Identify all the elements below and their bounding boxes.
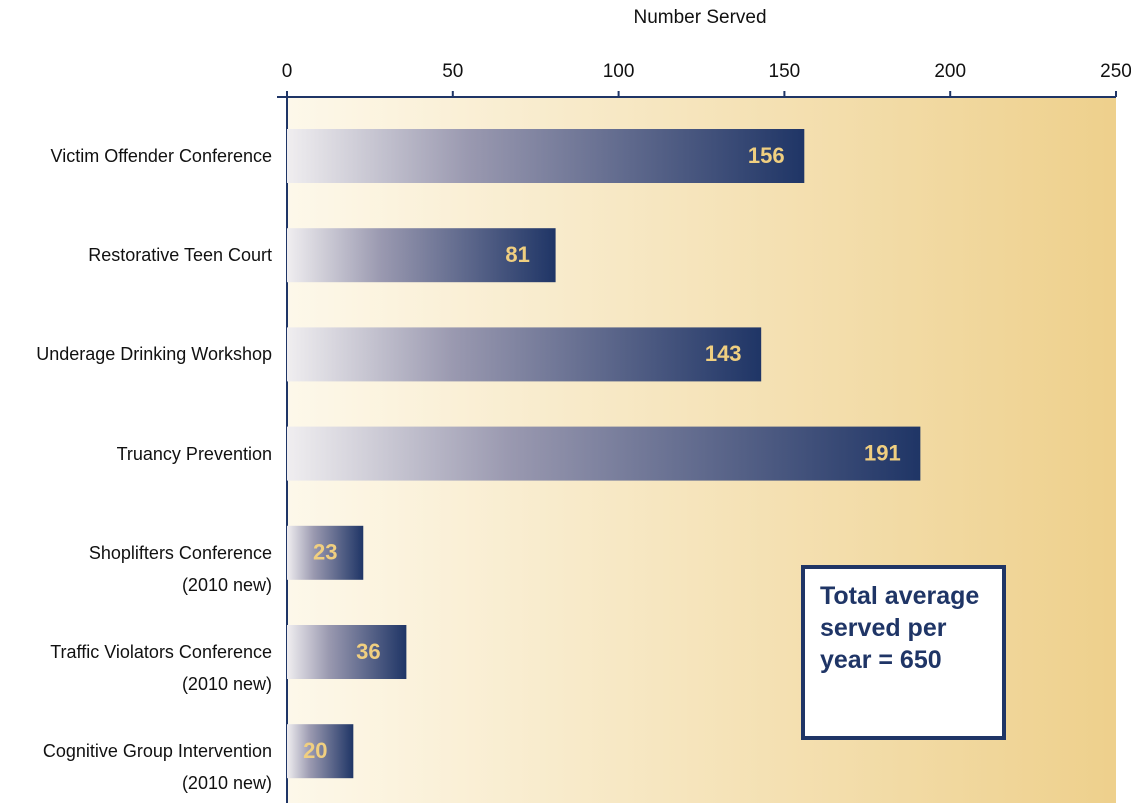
x-tick-label: 200 <box>934 61 966 82</box>
x-tick-label: 0 <box>282 61 293 82</box>
bar <box>287 426 921 481</box>
data-label: 156 <box>748 143 785 168</box>
category-label: Shoplifters Conference (2010 new) <box>88 542 272 595</box>
data-label: 143 <box>705 341 742 366</box>
bar <box>287 129 805 183</box>
x-axis-title: Number Served <box>633 7 766 28</box>
x-tick-label: 150 <box>769 61 801 82</box>
bar <box>287 525 364 580</box>
data-label: 20 <box>303 738 327 763</box>
data-label: 36 <box>356 639 380 664</box>
bar <box>287 228 556 283</box>
bar <box>287 724 354 779</box>
x-tick-label: 100 <box>603 61 635 82</box>
bar <box>287 327 762 382</box>
category-label: Cognitive Group Intervention (2010 new) <box>42 741 272 794</box>
category-label: Underage Drinking Workshop <box>36 344 272 365</box>
category-label: Victim Offender Conference <box>50 146 272 166</box>
data-label: 191 <box>864 440 901 465</box>
annotation: Total average served per year = 650 <box>820 582 980 674</box>
category-label: Traffic Violators Conference (2010 new) <box>50 642 272 694</box>
category-label: Truancy Prevention <box>116 443 272 464</box>
x-tick-label: 250 <box>1100 61 1131 82</box>
bar <box>287 625 407 679</box>
category-label: Restorative Teen Court <box>88 245 272 266</box>
annotation-box <box>801 565 1006 740</box>
data-label: 23 <box>313 540 337 565</box>
data-label: 81 <box>505 242 529 267</box>
x-tick-label: 50 <box>442 61 463 82</box>
